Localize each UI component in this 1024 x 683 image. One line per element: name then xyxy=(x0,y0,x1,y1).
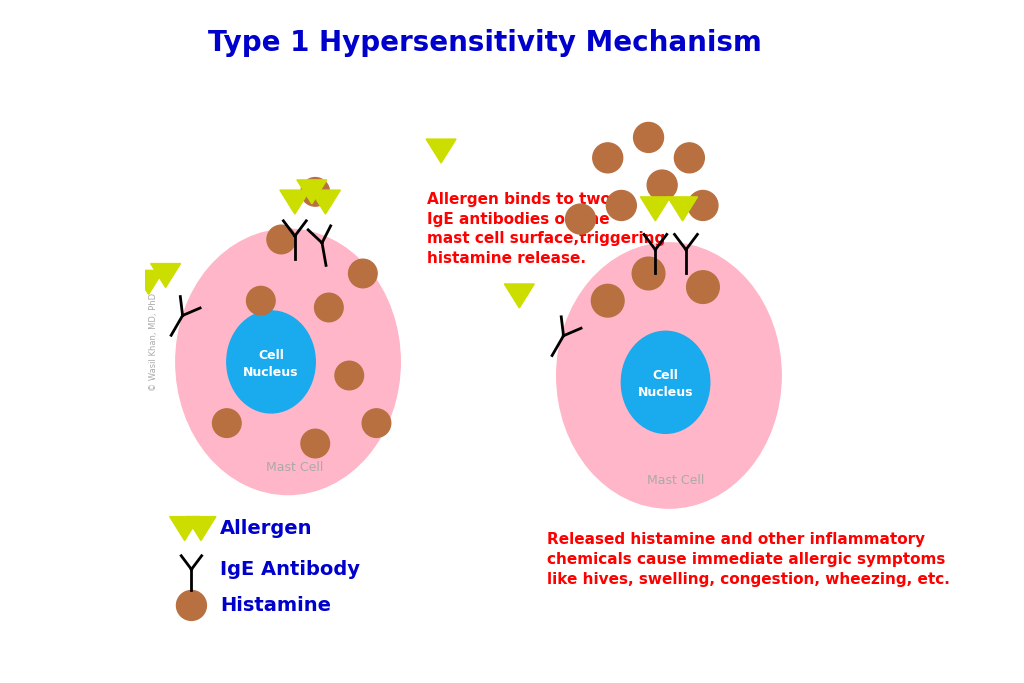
Circle shape xyxy=(565,204,596,234)
Polygon shape xyxy=(133,270,164,294)
Ellipse shape xyxy=(622,331,710,433)
Text: Histamine: Histamine xyxy=(220,596,331,615)
Polygon shape xyxy=(668,197,697,221)
Circle shape xyxy=(362,409,391,437)
Circle shape xyxy=(247,286,275,315)
Circle shape xyxy=(267,225,296,254)
Circle shape xyxy=(632,257,665,290)
Polygon shape xyxy=(640,197,671,221)
Circle shape xyxy=(634,122,664,152)
Circle shape xyxy=(335,361,364,390)
Text: Nucleus: Nucleus xyxy=(244,365,299,378)
Text: Released histamine and other inflammatory
chemicals cause immediate allergic sym: Released histamine and other inflammator… xyxy=(547,532,949,587)
Circle shape xyxy=(606,191,636,221)
Circle shape xyxy=(301,178,330,206)
Ellipse shape xyxy=(176,229,400,494)
Circle shape xyxy=(348,259,377,288)
Circle shape xyxy=(301,429,330,458)
Text: IgE Antibody: IgE Antibody xyxy=(220,560,360,579)
Polygon shape xyxy=(297,180,327,204)
Circle shape xyxy=(647,170,677,200)
Polygon shape xyxy=(426,139,456,163)
Circle shape xyxy=(593,143,623,173)
Polygon shape xyxy=(151,264,180,288)
Text: Cell: Cell xyxy=(258,348,284,361)
Circle shape xyxy=(592,284,624,317)
Polygon shape xyxy=(280,190,310,214)
Text: Mast Cell: Mast Cell xyxy=(647,475,705,488)
Circle shape xyxy=(213,409,241,437)
Text: Nucleus: Nucleus xyxy=(638,386,693,399)
Text: Allergen: Allergen xyxy=(220,519,312,538)
Ellipse shape xyxy=(557,243,781,508)
Text: Type 1 Hypersensitivity Mechanism: Type 1 Hypersensitivity Mechanism xyxy=(208,29,762,57)
Polygon shape xyxy=(505,284,535,308)
Circle shape xyxy=(687,270,719,303)
Circle shape xyxy=(675,143,705,173)
Text: Mast Cell: Mast Cell xyxy=(266,461,324,474)
Polygon shape xyxy=(186,516,216,540)
Text: Allergen binds to two
IgE antibodies on the
mast cell surface,triggering
histami: Allergen binds to two IgE antibodies on … xyxy=(427,192,666,266)
Circle shape xyxy=(314,293,343,322)
Polygon shape xyxy=(310,190,340,214)
Ellipse shape xyxy=(226,311,315,413)
Text: Cell: Cell xyxy=(652,369,679,382)
Circle shape xyxy=(176,591,207,620)
Polygon shape xyxy=(170,516,200,540)
Text: © Wasil Khan, MD, PhD: © Wasil Khan, MD, PhD xyxy=(148,292,158,391)
Circle shape xyxy=(688,191,718,221)
